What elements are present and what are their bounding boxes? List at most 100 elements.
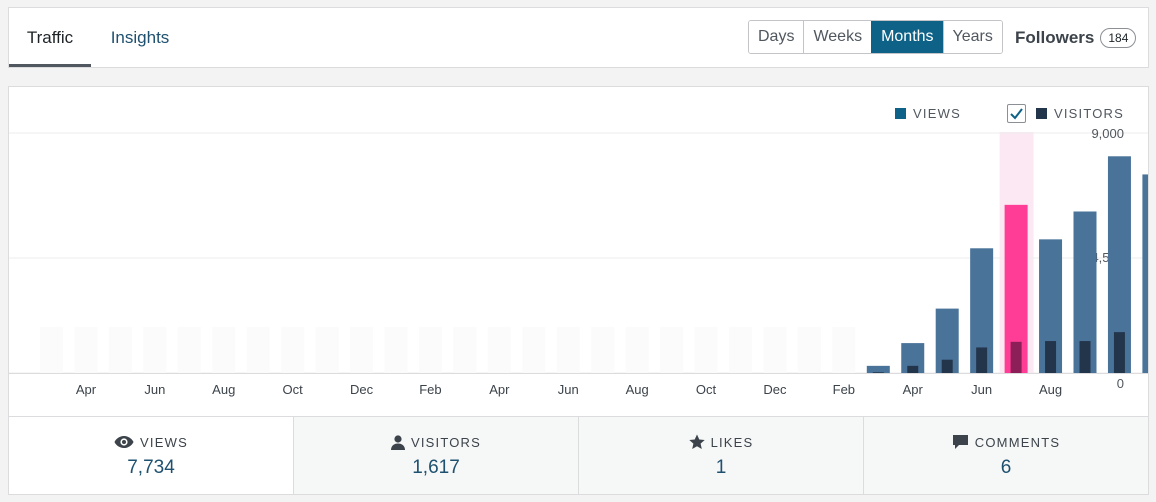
summary-likes-label: LIKES [710,434,754,450]
empty-bar [40,327,63,373]
empty-bar [660,327,684,373]
x-tick-label: Feb [833,382,855,397]
views-bar [935,308,959,373]
summary-comments-label: COMMENTS [974,434,1061,450]
legend-views-label: VIEWS [913,105,961,121]
summary-tab-visitors[interactable]: VISITORS 1,617 [293,417,578,494]
stats-chart-panel: 9,000 4,500 0 Apr Jun Aug Oct Dec Feb Apr Jun Aug Oc… [8,86,1149,495]
tab-traffic[interactable]: Traffic [9,8,91,67]
x-tick-label: Dec [350,382,374,397]
legend-visitors-label: VISITORS [1053,105,1124,121]
empty-bar [694,327,718,373]
x-tick-label: Oct [696,382,717,397]
empty-bar [832,327,856,373]
empty-bar [315,327,339,373]
empty-bar [522,327,546,373]
y-tick-label: 9,000 [1091,126,1124,141]
visitors-bar [1079,341,1091,373]
views-bar [901,343,925,373]
visitors-toggle-checkbox[interactable] [1006,103,1026,123]
summary-tab-views[interactable]: VIEWS 7,734 [9,417,293,494]
star-icon [688,434,705,449]
x-tick-label: Apr [76,382,97,397]
summary-visitors-label-row: VISITORS [294,433,578,451]
views-bar [866,365,890,373]
tab-insights[interactable]: Insights [110,28,170,47]
legend-item-visitors: VISITORS [1035,105,1124,121]
visitors-bar [976,347,988,373]
empty-bar [625,327,649,373]
empty-bar [591,327,615,373]
period-months-button[interactable]: Months [871,21,943,53]
period-years-button[interactable]: Years [942,21,1002,53]
visitors-bar [1010,341,1022,373]
stats-navigation: Traffic Insights Days Weeks Months Years… [8,7,1149,68]
empty-bar [556,327,580,373]
empty-bar [453,327,477,373]
empty-bar [212,327,236,373]
views-bar [970,248,994,373]
views-bar [1039,239,1063,373]
followers-label: Followers [1015,28,1095,47]
summary-comments-value: 6 [1000,457,1012,478]
summary-likes-value: 1 [715,457,727,478]
empty-bar [384,327,408,373]
visitors-bar [872,372,884,373]
chart-legend: VIEWS VISITORS [895,103,1124,123]
visitors-bar [907,365,919,373]
empty-bar [143,327,167,373]
empty-bar [729,327,752,373]
visitors-bar [1045,341,1057,373]
empty-bar [418,327,442,373]
x-tick-label: Aug [212,382,235,397]
x-tick-label: Oct [283,382,304,397]
x-tick-label: Jun [558,382,579,397]
empty-bar [350,327,374,373]
summary-visitors-label: VISITORS [410,434,482,450]
summary-visitors-value: 1,617 [412,457,460,478]
empty-bar [246,327,270,373]
summary-tab-likes[interactable]: LIKES 1 [578,417,863,494]
visitors-bar [941,359,953,373]
visitors-bar [1113,332,1125,373]
period-days-button[interactable]: Days [749,21,804,53]
summary-tab-comments[interactable]: COMMENTS 6 [863,417,1148,494]
eye-icon [114,436,134,448]
period-selector: Days Weeks Months Years [748,20,1003,54]
summary-comments-label-row: COMMENTS [864,433,1148,451]
views-bar [1107,156,1131,373]
x-tick-label: Dec [763,382,787,397]
x-tick-label: Apr [903,382,924,397]
summary-views-label: VIEWS [140,434,188,450]
visitors-swatch [1035,107,1047,119]
x-tick-label: Aug [1039,382,1062,397]
x-tick-label: Jun [144,382,165,397]
views-bar [1004,204,1028,373]
empty-bar [108,327,132,373]
x-tick-label: Aug [626,382,649,397]
summary-tabs: VIEWS 7,734 VISITORS 1,617 LIKES 1 [9,416,1148,494]
comment-icon [952,435,968,449]
views-bar [1142,174,1148,373]
summary-likes-label-row: LIKES [579,433,863,451]
empty-bar [797,327,821,373]
empty-bar [487,327,511,373]
summary-views-value: 7,734 [127,457,175,478]
period-weeks-button[interactable]: Weeks [803,21,872,53]
empty-bar [177,327,201,373]
views-swatch [895,107,907,119]
followers-count-badge: 184 [1100,28,1137,48]
legend-item-views: VIEWS [895,106,961,121]
summary-views-label-row: VIEWS [9,433,293,451]
y-tick-label: 0 [1117,376,1124,391]
empty-bar [74,327,98,373]
x-tick-label: Apr [489,382,510,397]
followers-link[interactable]: Followers 184 [1015,26,1137,50]
empty-bar [763,327,787,373]
x-tick-label: Feb [419,382,441,397]
x-tick-label: Jun [971,382,992,397]
empty-bar [281,327,305,373]
views-bar [1073,211,1097,373]
person-icon [390,434,405,450]
